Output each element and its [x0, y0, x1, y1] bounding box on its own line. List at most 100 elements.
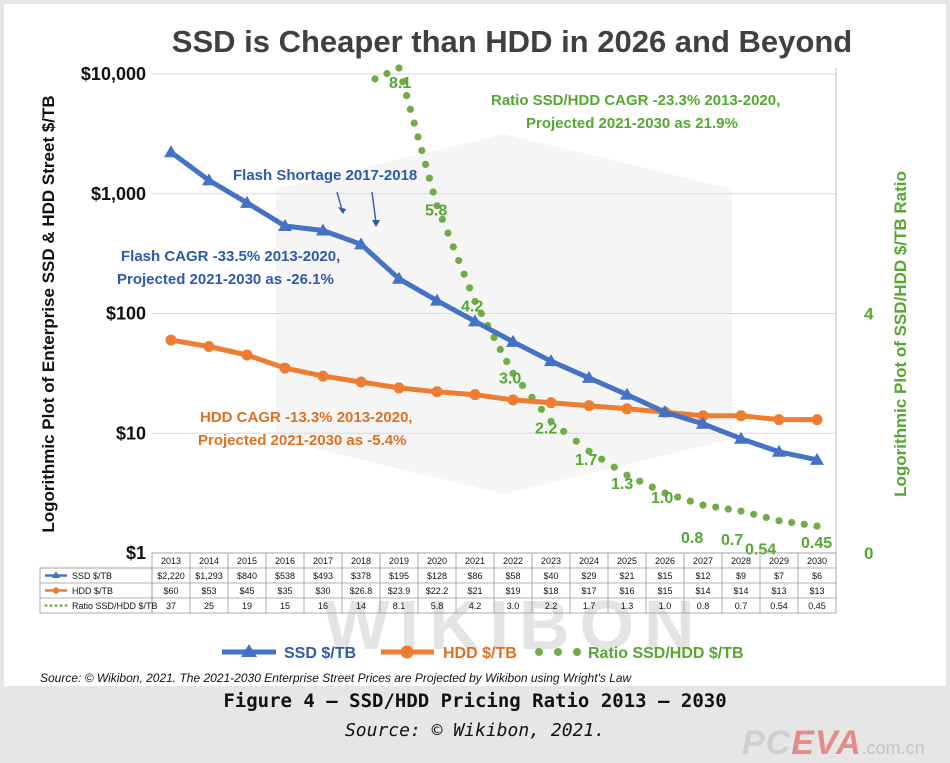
ratio-dot	[403, 92, 411, 100]
table-cell: $23.9	[388, 586, 411, 596]
hdd-line	[168, 337, 820, 423]
ratio-dot	[490, 333, 498, 341]
annotation-flash-cagr-1: Flash CAGR -33.5% 2013-2020,	[121, 248, 340, 265]
ssd-point	[696, 416, 710, 429]
table-year-header: 2017	[313, 556, 333, 566]
annotation-hdd-cagr-2: Projected 2021-2030 as -5.4%	[198, 432, 406, 449]
ratio-dot	[425, 174, 433, 182]
table-cell: $6	[812, 571, 822, 581]
ratio-dot	[477, 309, 485, 318]
ratio-dot	[406, 105, 414, 113]
ratio-dot	[455, 256, 463, 265]
table-cell: $128	[427, 571, 447, 581]
ratio-dot	[395, 64, 403, 72]
table-cell: $538	[275, 571, 295, 581]
ratio-dot	[518, 381, 527, 389]
ratio-dot	[572, 437, 580, 445]
table-key-ratio-dot	[54, 604, 58, 607]
shortage-arrow-1	[336, 191, 343, 211]
table-cell: $13	[809, 586, 824, 596]
annotation-hdd-cagr-1: HDD CAGR -13.3% 2013-2020,	[200, 409, 413, 426]
ratio-point-label: 5.8	[425, 203, 447, 220]
table-year-header: 2029	[769, 556, 789, 566]
table-cell: 0.7	[735, 601, 748, 611]
ssd-point	[164, 145, 178, 158]
ratio-dot	[724, 505, 732, 513]
table-cell: $1,293	[195, 571, 223, 581]
table-cell: $45	[239, 586, 254, 596]
table-row-label: Ratio SSD/HDD $/TB	[72, 601, 158, 611]
table-year-header: 2025	[617, 556, 637, 566]
hdd-point	[507, 394, 519, 406]
y-tick-label: $10	[116, 423, 146, 443]
ssd-point	[354, 237, 368, 250]
ratio-point-label: 0.54	[745, 542, 776, 559]
table-year-header: 2022	[503, 556, 523, 566]
table-cell: 19	[242, 601, 252, 611]
data-table: 2013 2014 2015 2016 2017 2018 2019 2020 2021 2022…	[39, 552, 837, 614]
site-brand-1: PC	[742, 724, 792, 762]
ratio-dot	[737, 507, 745, 515]
annotation-flash-shortage: Flash Shortage 2017-2018	[233, 167, 417, 184]
legend-marker-ssd	[241, 644, 257, 657]
ssd-point	[316, 223, 330, 236]
table-year-header: 2026	[655, 556, 675, 566]
ssd-point	[202, 173, 216, 186]
table-cell: $15	[657, 571, 672, 581]
ratio-point-label: 0.7	[721, 532, 743, 549]
table-cell: $7	[774, 571, 784, 581]
table-cell: $22.2	[426, 586, 449, 596]
ratio-dot	[686, 497, 694, 505]
table-cell: $9	[736, 571, 746, 581]
ratio-dot	[414, 133, 422, 141]
ratio-dot	[762, 513, 770, 522]
ssd-point	[620, 387, 634, 400]
ssd-point	[430, 293, 444, 306]
hdd-point	[545, 397, 557, 409]
table-cell: 0.54	[770, 601, 788, 611]
ratio-point-label: 8.1	[389, 75, 411, 92]
ratio-dot	[503, 357, 511, 365]
table-cell: 1.3	[621, 601, 634, 611]
ssd-point	[278, 218, 292, 231]
chart-panel: WIKIBON $1 $10 $100 $1,000 $10,000 0 4 SSD is …	[4, 4, 946, 686]
hdd-point	[811, 414, 823, 426]
ratio-dot	[598, 455, 606, 463]
ratio-dot	[383, 69, 391, 78]
annotation-flash-cagr-2: Projected 2021-2030 as -26.1%	[117, 271, 334, 288]
ratio-dot	[466, 284, 474, 292]
ssd-point	[392, 271, 406, 284]
table-year-header: 2014	[199, 556, 219, 566]
ratio-dot	[399, 78, 407, 86]
y-tick-label: $100	[106, 304, 146, 324]
table-cell: 8.1	[393, 601, 406, 611]
ratio-dot	[433, 202, 441, 210]
ratio-dot	[438, 215, 446, 223]
ratio-dot	[775, 517, 783, 525]
table-year-header: 2013	[161, 556, 181, 566]
table-cell: $13	[771, 586, 786, 596]
table-cell: 4.2	[469, 601, 482, 611]
table-year-header: 2016	[275, 556, 295, 566]
table-cell: $195	[389, 571, 409, 581]
hdd-point	[735, 410, 747, 422]
table-cell: $14	[695, 586, 710, 596]
annotation-ratio-cagr-1: Ratio SSD/HDD CAGR -23.3% 2013-2020,	[491, 92, 780, 109]
shortage-arrow-2	[371, 191, 377, 224]
table-cell: 0.45	[808, 601, 826, 611]
ratio-dot	[547, 417, 555, 425]
ratio-dot	[444, 229, 452, 237]
hdd-point	[355, 376, 367, 388]
legend: SSD $/TB HDD $/TB Ratio SSD/HDD $/TB	[222, 644, 744, 662]
table-cell: $53	[201, 586, 216, 596]
legend-marker-hdd	[400, 645, 414, 659]
table-cell: $840	[237, 571, 257, 581]
site-watermark: PCEVA.com.cn	[742, 724, 925, 763]
table-cell: 16	[318, 601, 328, 611]
table-cell: 1.7	[583, 601, 596, 611]
y2-tick-label: 0	[864, 544, 873, 563]
table-year-header: 2015	[237, 556, 257, 566]
ratio-dot	[509, 369, 517, 377]
legend-dot-ratio	[554, 648, 562, 656]
